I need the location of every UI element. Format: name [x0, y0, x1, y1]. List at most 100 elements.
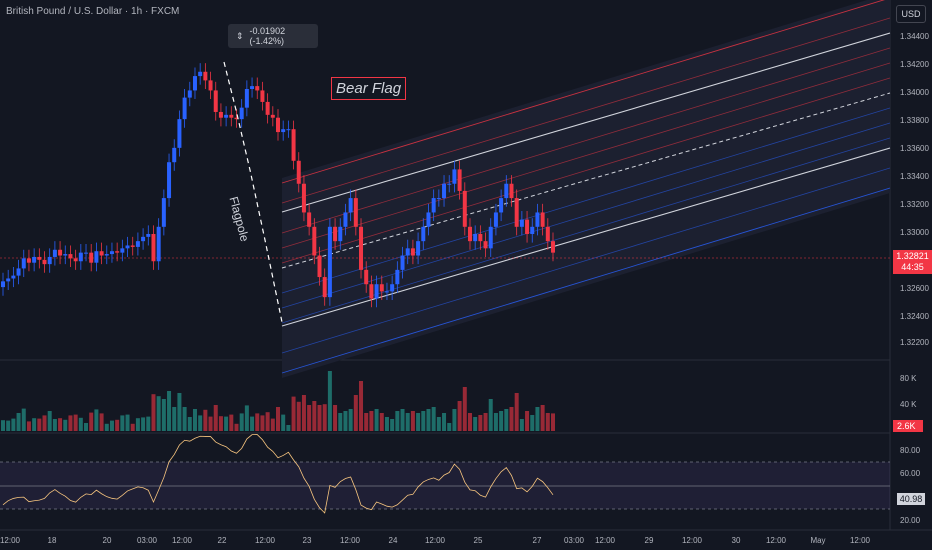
candle-body — [198, 71, 203, 77]
volume-bar — [364, 413, 369, 431]
volume-bar — [218, 416, 223, 431]
volume-bar — [493, 413, 498, 431]
candle-body — [255, 86, 260, 91]
candle-body — [551, 241, 555, 253]
candle-body — [172, 147, 177, 163]
candle-body — [519, 219, 524, 227]
channel-line — [281, 62, 891, 249]
volume-bar — [301, 395, 306, 431]
volume-bar — [250, 416, 255, 431]
volume-bar — [192, 409, 197, 431]
time-tick-label: 03:00 — [564, 536, 585, 545]
candle-body — [312, 226, 317, 256]
volume-bar — [109, 420, 114, 431]
volume-bar — [208, 416, 213, 431]
volume-bar — [187, 417, 192, 431]
price-tick-label: 1.34000 — [900, 88, 929, 97]
volume-bar — [130, 423, 135, 431]
channel-line — [281, 77, 891, 264]
volume-bar — [135, 418, 140, 431]
candle-body — [395, 269, 400, 285]
volume-bar — [504, 409, 509, 431]
bear-flag-label[interactable]: Bear Flag — [331, 77, 407, 100]
time-tick-label: 18 — [48, 536, 57, 545]
volume-bar — [182, 407, 187, 431]
volume-bar — [447, 423, 452, 431]
channel-fill — [282, 0, 890, 378]
volume-bar — [32, 418, 37, 431]
candle-body — [452, 169, 457, 184]
time-tick-label: 12:00 — [850, 536, 871, 545]
volume-bar — [384, 417, 389, 431]
candle-body — [109, 251, 114, 255]
rsi-tick-label: 80.00 — [900, 446, 921, 455]
volume-bar — [467, 413, 472, 431]
candle-body — [343, 212, 348, 227]
volume-bar — [224, 416, 229, 431]
candle-body — [364, 269, 369, 285]
volume-bar — [379, 413, 384, 431]
volume-bar — [115, 419, 120, 431]
candle-body — [192, 76, 197, 91]
time-tick-label: 23 — [303, 536, 312, 545]
volume-bar — [488, 399, 493, 431]
volume-bar — [229, 414, 234, 431]
volume-bar — [234, 423, 239, 431]
candle-body — [421, 226, 426, 242]
last-price-value: 1.32821 — [896, 251, 929, 261]
time-tick-label: 12:00 — [425, 536, 446, 545]
volume-bar — [73, 414, 78, 431]
volume-bar — [177, 393, 182, 431]
candle-body — [151, 233, 156, 262]
candle-body — [384, 291, 389, 293]
candle-body — [369, 284, 374, 299]
price-tick-label: 1.34200 — [900, 60, 929, 69]
volume-bar — [244, 405, 249, 431]
volume-bar — [405, 413, 410, 431]
time-tick-label: May — [810, 536, 825, 545]
volume-bar — [26, 421, 31, 431]
volume-bar — [104, 423, 109, 431]
candle-body — [58, 249, 63, 256]
candle-body — [26, 258, 31, 263]
candle-body — [260, 90, 265, 102]
candle-body — [509, 183, 514, 199]
rsi-tick-label: 60.00 — [900, 469, 921, 478]
price-tick-label: 1.33200 — [900, 200, 929, 209]
candle-body — [462, 190, 467, 227]
volume-bar — [255, 413, 260, 431]
price-tick-label: 1.34400 — [900, 32, 929, 41]
price-tick-label: 1.32600 — [900, 284, 929, 293]
rsi-line — [2, 434, 554, 514]
candle-body — [146, 233, 151, 237]
volume-bar — [348, 409, 353, 431]
candle-body — [291, 129, 296, 161]
volume-bar — [58, 418, 63, 431]
volume-bar — [509, 407, 514, 431]
currency-button[interactable]: USD — [896, 5, 926, 23]
volume-bar — [421, 411, 426, 431]
candle-body — [52, 249, 57, 257]
candle-body — [94, 251, 99, 263]
volume-tick-label: 40 K — [900, 400, 917, 409]
candle-body — [141, 236, 146, 242]
volume-bar — [478, 415, 483, 431]
volume-bar — [431, 407, 436, 431]
time-tick-label: 29 — [645, 536, 654, 545]
volume-bar — [84, 423, 89, 431]
time-tick-label: 12:00 — [595, 536, 616, 545]
volume-bar — [483, 413, 488, 431]
candle-body — [270, 114, 275, 118]
candle-body — [11, 275, 16, 279]
arrows-vertical-icon: ⇕ — [236, 30, 244, 41]
channel-outer-upper — [281, 0, 885, 184]
time-tick-label: 27 — [533, 536, 542, 545]
symbol-title: British Pound / U.S. Dollar · 1h · FXCM — [6, 6, 180, 17]
candle-body — [483, 241, 488, 249]
volume-bar — [151, 394, 156, 431]
volume-bar — [462, 387, 467, 431]
volume-bar — [94, 409, 99, 431]
time-tick-label: 12:00 — [766, 536, 787, 545]
volume-bar — [452, 409, 457, 431]
